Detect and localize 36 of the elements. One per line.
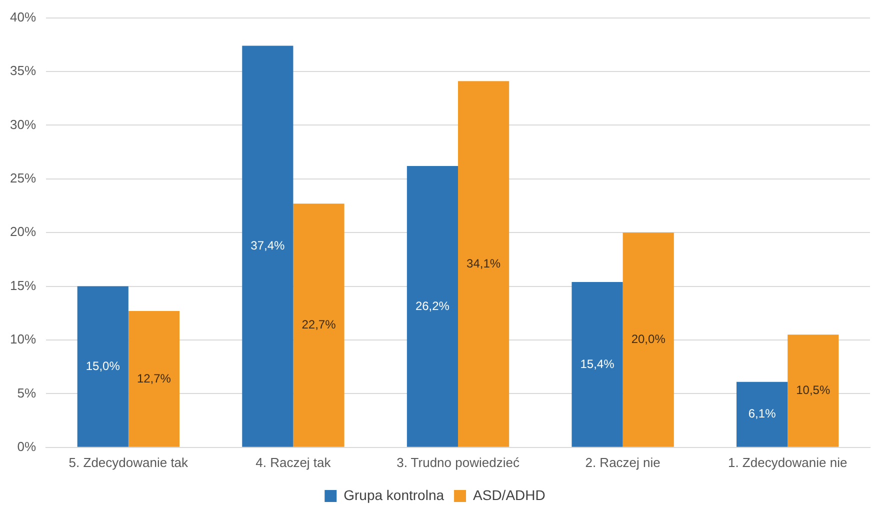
y-tick-label: 10% bbox=[10, 332, 36, 347]
data-label: 10,5% bbox=[796, 383, 830, 398]
y-tick-label: 40% bbox=[10, 9, 36, 24]
data-label: 20,0% bbox=[631, 332, 666, 346]
legend-label: ASD/ADHD bbox=[473, 486, 546, 503]
bar bbox=[788, 334, 839, 447]
data-label: 15,4% bbox=[580, 356, 615, 371]
data-label: 22,7% bbox=[302, 318, 336, 332]
y-tick-label: 5% bbox=[17, 385, 36, 400]
bar bbox=[77, 286, 128, 447]
data-label: 37,4% bbox=[250, 238, 286, 253]
y-tick-label: 20% bbox=[10, 224, 36, 240]
x-tick-label: 4. Raczej tak bbox=[256, 454, 332, 470]
bar bbox=[406, 166, 458, 447]
data-label: 15,0% bbox=[86, 358, 120, 373]
y-tick-label: 35% bbox=[10, 63, 36, 78]
x-tick-label: 5. Zdecydowanie tak bbox=[68, 454, 189, 470]
y-tick-label: 15% bbox=[10, 278, 36, 293]
x-tick-label: 1. Zdecydowanie nie bbox=[728, 454, 848, 470]
data-label: 6,1% bbox=[748, 406, 776, 421]
y-tick-label: 0% bbox=[17, 438, 36, 454]
y-tick-label: 30% bbox=[10, 116, 36, 132]
bar bbox=[128, 311, 180, 447]
y-tick-label: 25% bbox=[10, 170, 36, 186]
bar bbox=[293, 204, 344, 447]
bar bbox=[736, 382, 788, 447]
data-label: 26,2% bbox=[415, 298, 450, 313]
bar bbox=[622, 232, 674, 447]
bar bbox=[458, 81, 510, 447]
data-label: 34,1% bbox=[466, 256, 501, 270]
bar bbox=[572, 282, 623, 447]
data-label: 12,7% bbox=[136, 371, 172, 386]
x-tick-label: 2. Raczej nie bbox=[585, 454, 660, 470]
x-tick-label: 3. Trudno powiedzieć bbox=[396, 454, 520, 470]
legend-label: Grupa kontrolna bbox=[344, 486, 444, 503]
bar bbox=[242, 46, 294, 447]
